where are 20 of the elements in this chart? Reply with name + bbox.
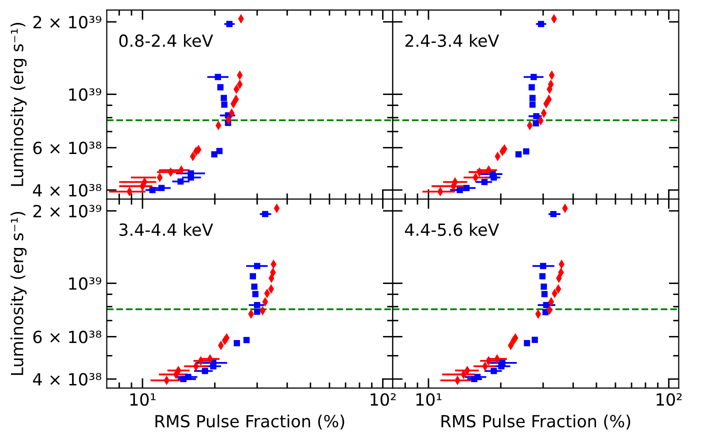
annotation: 2.4-3.4 keV — [405, 34, 500, 47]
annotation: 3.4-4.4 keV — [119, 223, 214, 236]
y-tick-label: 4 × 10³⁸ — [32, 373, 102, 386]
x-axis-title: RMS Pulse Fraction (%) — [442, 414, 630, 430]
x-tick-label: 10² — [656, 393, 682, 406]
x-tick-label: 10² — [370, 393, 396, 406]
x-axis-title: RMS Pulse Fraction (%) — [156, 414, 344, 430]
x-tick-label: 10¹ — [416, 393, 442, 406]
annotation: 4.4-5.6 keV — [404, 223, 500, 236]
annotation: 0.8-2.4 keV — [119, 34, 214, 47]
y-tick-label: 6 × 10³⁸ — [33, 142, 102, 154]
y-tick-label: 10³⁹ — [69, 277, 102, 290]
y-tick-label: 4 × 10³⁸ — [32, 184, 102, 197]
y-tick-label: 6 × 10³⁸ — [33, 330, 102, 344]
y-axis-title: Luminosity (erg s⁻¹) — [10, 212, 27, 375]
y-tick-label: 10³⁹ — [69, 88, 102, 101]
y-tick-label: 2 × 10³⁹ — [33, 16, 102, 28]
y-axis-title: Luminosity (erg s⁻¹) — [10, 22, 27, 186]
y-tick-label: 2 × 10³⁹ — [33, 204, 102, 218]
x-tick-label: 10¹ — [130, 393, 156, 406]
